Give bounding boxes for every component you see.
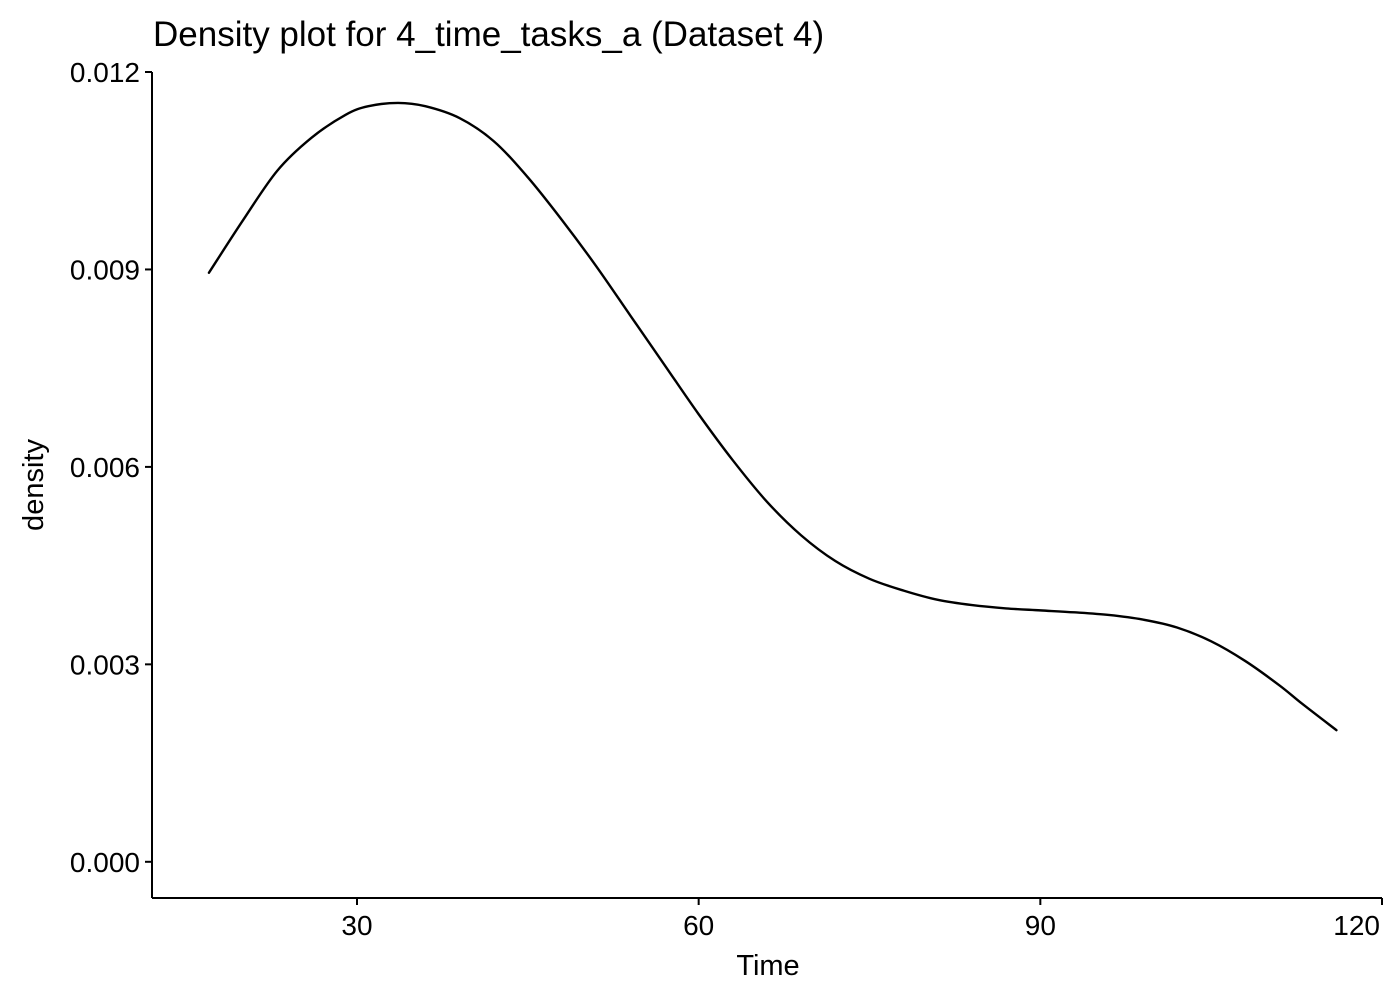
- y-tick-label: 0.003: [70, 649, 140, 680]
- y-ticks: 0.000 0.003 0.006 0.009 0.012: [70, 57, 152, 878]
- chart-title: Density plot for 4_time_tasks_a (Dataset…: [153, 15, 824, 54]
- y-tick-label: 0.006: [70, 452, 140, 483]
- x-ticks: 30 60 90 120: [341, 898, 1383, 941]
- y-tick-label: 0.009: [70, 254, 140, 285]
- x-tick-label: 60: [683, 910, 714, 941]
- x-tick-label: 120: [1333, 910, 1380, 941]
- y-tick-label: 0.012: [70, 57, 140, 88]
- y-tick-label: 0.000: [70, 847, 140, 878]
- x-axis-title: Time: [736, 950, 799, 982]
- density-curve: [207, 101, 1338, 732]
- y-axis-title: density: [18, 439, 50, 531]
- x-tick-label: 30: [341, 910, 372, 941]
- x-tick-label: 90: [1025, 910, 1056, 941]
